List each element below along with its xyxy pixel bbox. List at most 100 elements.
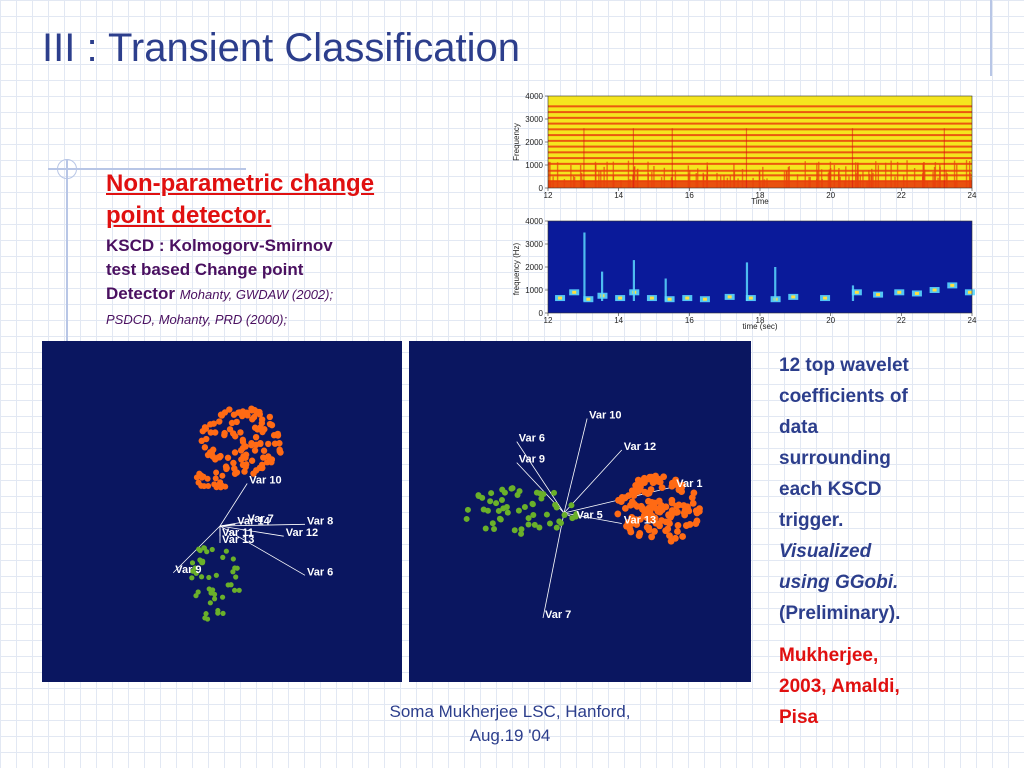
cluster-a-point — [674, 528, 681, 535]
projection-axis — [219, 483, 248, 527]
cluster-a-point — [675, 486, 683, 494]
cluster-a-point — [644, 490, 652, 498]
broadband-burst — [808, 176, 810, 188]
cluster-b-point — [206, 574, 212, 581]
cluster-a-point — [258, 416, 266, 423]
cluster-b-point — [515, 507, 522, 514]
cluster-b-point — [463, 515, 470, 522]
spectrogram-2-ytick-label: 1000 — [525, 286, 543, 295]
axis-label: Var 14 — [237, 515, 270, 527]
broadband-burst — [970, 177, 972, 188]
broadband-burst — [965, 160, 968, 188]
cluster-b-point — [525, 521, 532, 528]
broadband-burst — [726, 177, 729, 188]
broadband-burst — [660, 177, 663, 188]
slide-title: III : Transient Classification — [42, 26, 520, 70]
cluster-a-point — [217, 479, 224, 486]
cluster-a-point — [257, 439, 264, 447]
cluster-b-point — [475, 492, 482, 499]
transient-streak — [671, 128, 673, 188]
spectrogram-1-ytick-label: 3000 — [525, 115, 543, 124]
broadband-burst — [572, 175, 575, 188]
broadband-burst — [833, 164, 836, 188]
broadband-burst — [563, 179, 566, 188]
event-peak — [967, 290, 972, 294]
cluster-b-point — [223, 548, 229, 554]
bullet-vertical-rule — [66, 160, 68, 345]
desc-line6: trigger. — [779, 510, 844, 531]
cluster-a-point — [248, 407, 256, 414]
projection-axis — [219, 523, 306, 527]
broadband-burst — [894, 176, 896, 188]
broadband-burst — [763, 179, 766, 188]
cluster-b-point — [209, 546, 215, 553]
event-peak — [727, 295, 732, 299]
spectrogram-2-ytick-label: 2000 — [525, 263, 543, 272]
cluster-a-point — [212, 475, 219, 482]
broadband-burst — [906, 160, 908, 188]
cluster-b-point — [504, 509, 511, 516]
vertical-transient — [601, 271, 604, 301]
axis-label: Var 11 — [222, 527, 254, 539]
bullet-body: KSCD : Kolmogorv-Smirnov test based Chan… — [106, 234, 451, 332]
corner-vertical-rule — [990, 0, 992, 76]
footer-line2: Aug.19 '04 — [469, 726, 551, 745]
cluster-a-point — [260, 454, 267, 461]
cluster-a-point — [658, 517, 665, 524]
broadband-burst — [580, 173, 583, 188]
cluster-a-point — [238, 456, 245, 463]
vertical-transient — [632, 260, 635, 301]
cluster-b-point — [533, 489, 540, 496]
event-peak — [572, 290, 577, 294]
event-peak — [791, 295, 796, 299]
broadband-burst — [934, 162, 937, 188]
cluster-a-point — [193, 474, 200, 481]
spectrogram-1-xtick-label: 24 — [968, 191, 977, 200]
cluster-a-point — [210, 420, 217, 427]
event-peak — [618, 296, 623, 300]
broadband-burst — [733, 171, 736, 188]
broadband-burst — [923, 162, 925, 188]
cluster-b-point — [199, 560, 206, 566]
event-peak — [876, 293, 881, 297]
cluster-a-point — [259, 464, 266, 472]
cluster-a-point — [651, 528, 658, 535]
spectral-line — [548, 151, 972, 154]
citation-1: Mohanty, GWDAW (2002); — [179, 287, 334, 302]
broadband-burst — [729, 175, 732, 188]
broadband-burst — [556, 162, 559, 188]
cluster-b-point — [236, 587, 242, 593]
cluster-a-point — [217, 411, 225, 418]
cluster-a-point — [637, 502, 645, 510]
broadband-burst — [932, 171, 934, 188]
spectrogram-2-ylabel: frequency (Hz) — [512, 242, 521, 295]
spectrogram-2-xtick-label: 16 — [685, 316, 694, 325]
broadband-burst — [954, 181, 956, 188]
ref-line1: Mukherjee, — [779, 645, 879, 666]
broadband-burst — [594, 161, 597, 188]
spectrogram-2-ytick-label: 4000 — [525, 217, 543, 226]
broadband-burst — [877, 165, 880, 188]
broadband-burst — [804, 161, 806, 188]
axis-label: Var 10 — [589, 410, 621, 422]
broadband-burst — [843, 180, 846, 188]
spectrogram-1-xtick-label: 14 — [614, 191, 623, 200]
cluster-a-point — [239, 461, 247, 469]
broadband-burst — [933, 167, 936, 188]
broadband-burst — [884, 162, 887, 188]
broadband-burst — [820, 169, 823, 188]
axis-label: Var 1 — [676, 478, 702, 490]
cluster-a-point — [222, 483, 229, 490]
cluster-b-point — [220, 610, 226, 616]
cluster-a-point — [634, 476, 642, 484]
broadband-burst — [926, 181, 929, 188]
cluster-a-point — [667, 537, 675, 545]
broadband-burst — [788, 166, 790, 188]
cluster-a-point — [252, 433, 260, 441]
broadband-burst — [752, 177, 754, 188]
vertical-transient — [745, 262, 749, 301]
cluster-a-point — [239, 436, 247, 444]
broadband-burst — [830, 168, 832, 188]
cluster-a-point — [219, 472, 226, 479]
broadband-burst — [570, 165, 572, 188]
